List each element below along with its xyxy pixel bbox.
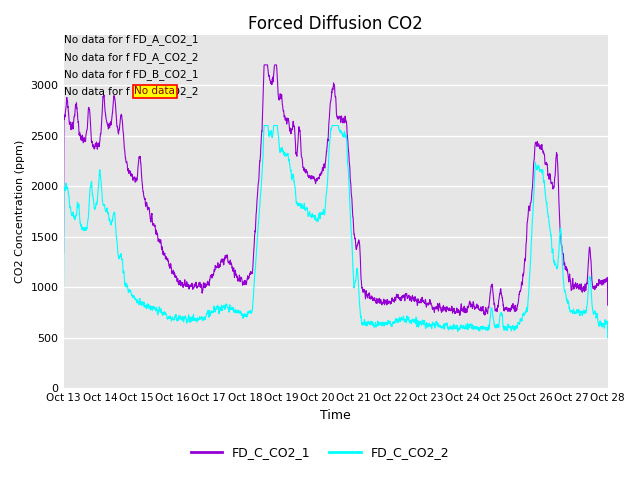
FD_C_CO2_1 — [604, 302, 612, 308]
FD_C_CO2_1 — [292, 151, 300, 157]
Text: No data for f FD_B_CO2_1: No data for f FD_B_CO2_1 — [63, 69, 198, 80]
Y-axis label: CO2 Concentration (ppm): CO2 Concentration (ppm) — [15, 140, 25, 283]
FD_C_CO2_2 — [154, 312, 162, 318]
Text: No data for f FD_B_CO2_2: No data for f FD_B_CO2_2 — [63, 86, 198, 97]
Line: FD_C_CO2_1: FD_C_CO2_1 — [63, 65, 608, 315]
Text: No data for f FD_A_CO2_1: No data for f FD_A_CO2_1 — [63, 35, 198, 46]
FD_C_CO2_2 — [60, 287, 67, 292]
FD_C_CO2_1 — [269, 77, 276, 83]
Text: No data: No data — [134, 86, 175, 96]
Line: FD_C_CO2_2: FD_C_CO2_2 — [63, 126, 608, 338]
FD_C_CO2_2 — [604, 335, 612, 341]
FD_C_CO2_2 — [269, 134, 276, 140]
FD_C_CO2_2 — [292, 196, 300, 202]
FD_C_CO2_1 — [122, 155, 129, 161]
FD_C_CO2_2 — [593, 311, 601, 316]
FD_C_CO2_2 — [534, 164, 542, 169]
FD_C_CO2_1 — [535, 141, 543, 147]
Title: Forced Diffusion CO2: Forced Diffusion CO2 — [248, 15, 423, 33]
FD_C_CO2_2 — [122, 281, 129, 287]
FD_C_CO2_2 — [260, 123, 268, 129]
Text: No data for f FD_A_CO2_2: No data for f FD_A_CO2_2 — [63, 52, 198, 63]
FD_C_CO2_1 — [456, 312, 463, 318]
FD_C_CO2_1 — [260, 62, 268, 68]
FD_C_CO2_1 — [154, 236, 162, 242]
Legend: FD_C_CO2_1, FD_C_CO2_2: FD_C_CO2_1, FD_C_CO2_2 — [186, 441, 454, 464]
FD_C_CO2_1 — [593, 283, 601, 288]
FD_C_CO2_1 — [60, 250, 67, 256]
X-axis label: Time: Time — [320, 409, 351, 422]
